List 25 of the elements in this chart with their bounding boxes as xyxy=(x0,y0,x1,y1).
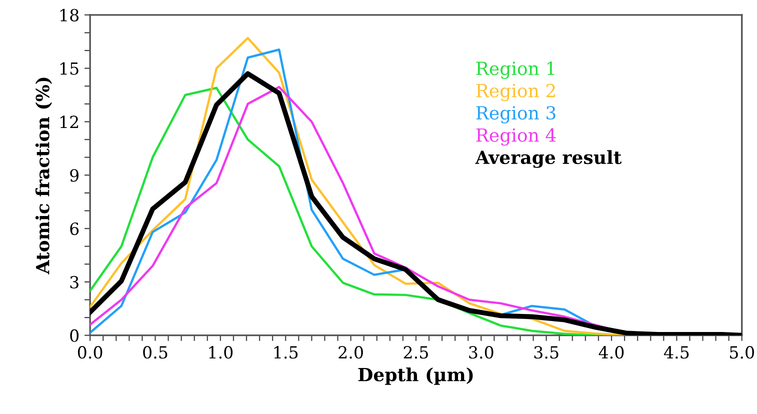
y-tick-label: 3 xyxy=(70,276,78,289)
x-tick-label: 0.5 xyxy=(143,346,168,359)
y-tick-label: 6 xyxy=(70,222,79,236)
x-tick-label: 4.0 xyxy=(598,346,624,359)
y-axis-title: Atomic fraction (%) xyxy=(35,78,52,274)
x-tick-label: 4.5 xyxy=(664,346,689,359)
y-tick-label: 18 xyxy=(60,8,79,22)
x-tick-label: 5.0 xyxy=(730,346,754,359)
y-tick-label: 12 xyxy=(60,116,78,128)
x-tick-label: 3.0 xyxy=(469,346,494,359)
y-tick-label: 0 xyxy=(70,329,79,342)
y-tick-label: 15 xyxy=(60,62,78,75)
text: Average result xyxy=(475,150,622,168)
text: Region 4 xyxy=(476,128,556,146)
x-tick-label: 0.0 xyxy=(78,346,102,359)
text: Region 1 xyxy=(476,62,554,79)
x-tick-label: 2.0 xyxy=(338,346,363,359)
x-tick-label: 3.5 xyxy=(534,346,558,359)
x-tick-label: 2.5 xyxy=(404,346,428,359)
x-tick-label: 1.0 xyxy=(209,346,233,359)
text: Region 2 xyxy=(476,84,555,102)
x-axis-title: Depth (µm) xyxy=(358,367,473,385)
x-tick-label: 1.5 xyxy=(274,346,298,359)
y-tick-label: 9 xyxy=(70,169,79,182)
text: Region 3 xyxy=(476,106,556,124)
